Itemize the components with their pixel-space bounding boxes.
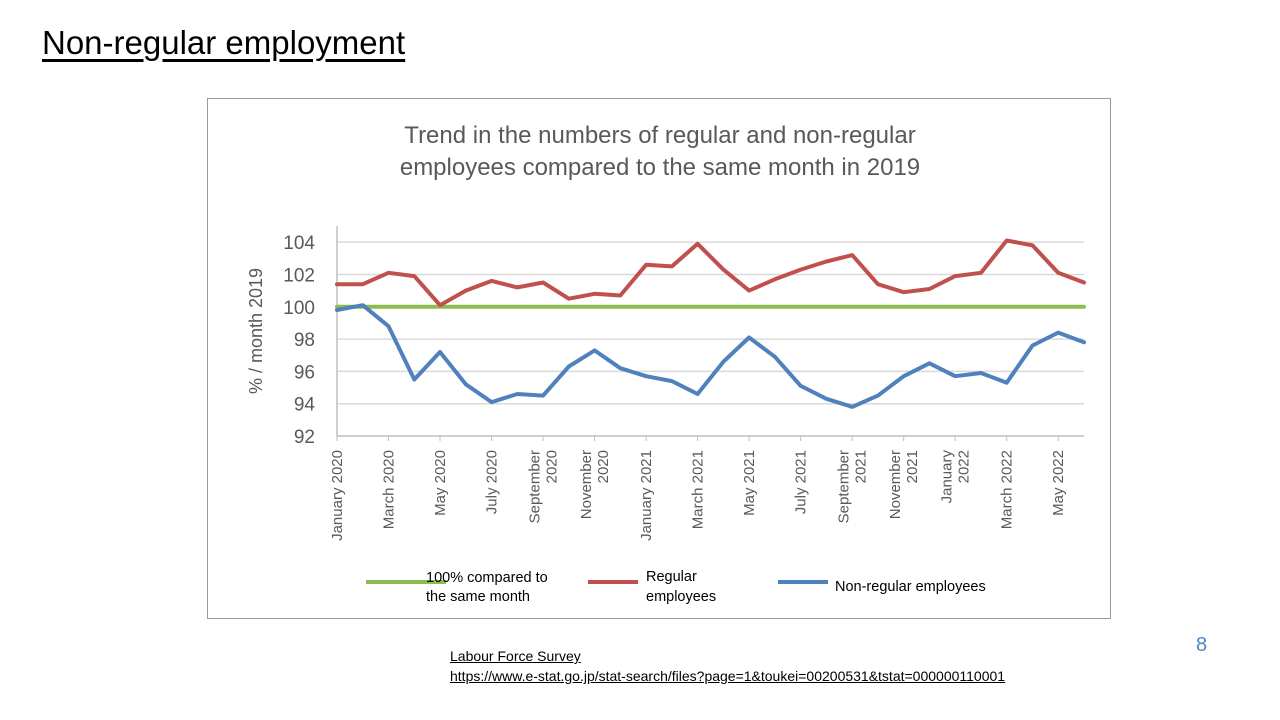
chart-title-line: employees compared to the same month in … xyxy=(400,154,920,181)
x-tick-label: May 2020 xyxy=(432,450,449,516)
legend-label: the same month xyxy=(426,589,530,605)
y-tick-label: 100 xyxy=(283,298,315,319)
y-tick-label: 104 xyxy=(283,233,315,254)
x-tick-label: 2021 xyxy=(904,450,921,483)
source-label-link[interactable]: Labour Force Survey xyxy=(450,648,581,664)
y-tick-label: 102 xyxy=(283,265,315,286)
x-tick-label: January xyxy=(939,450,956,504)
y-tick-label: 92 xyxy=(294,427,315,448)
x-tick-label: May 2022 xyxy=(1050,450,1067,516)
x-tick-label: 2020 xyxy=(544,450,561,483)
y-tick-label: 98 xyxy=(294,330,315,351)
y-tick-label: 94 xyxy=(294,395,316,416)
page-number: 8 xyxy=(1196,634,1208,656)
x-tick-label: November xyxy=(887,450,904,519)
y-tick-label: 96 xyxy=(294,362,315,383)
series-line-non_regular xyxy=(335,303,1086,409)
source-citation: Labour Force Survey https://www.e-stat.g… xyxy=(450,646,1005,686)
line-chart: Trend in the numbers of regular and non-… xyxy=(246,122,1086,605)
series-line-regular xyxy=(335,238,1086,308)
legend-label: Regular xyxy=(646,569,697,585)
source-url-link[interactable]: https://www.e-stat.go.jp/stat-search/fil… xyxy=(450,668,1006,684)
x-tick-label: July 2021 xyxy=(793,450,810,514)
x-tick-label: July 2020 xyxy=(484,450,501,514)
x-tick-label: March 2021 xyxy=(690,450,707,529)
x-tick-label: November xyxy=(578,450,595,519)
x-tick-label: 2020 xyxy=(595,450,612,483)
slide-title: Non-regular employment xyxy=(42,24,406,61)
x-tick-label: September xyxy=(527,450,544,523)
y-axis-label: % / month 2019 xyxy=(246,268,266,394)
chart-title-line: Trend in the numbers of regular and non-… xyxy=(404,122,915,149)
legend-label: 100% compared to xyxy=(426,570,548,586)
x-tick-label: March 2022 xyxy=(999,450,1016,529)
legend-label: Non-regular employees xyxy=(835,579,986,595)
chart-frame: Trend in the numbers of regular and non-… xyxy=(207,98,1111,619)
x-tick-label: 2022 xyxy=(956,450,973,483)
x-tick-label: May 2021 xyxy=(741,450,758,516)
x-tick-label: January 2020 xyxy=(329,450,346,541)
x-tick-label: January 2021 xyxy=(638,450,655,541)
x-tick-label: March 2020 xyxy=(381,450,398,529)
legend-label: employees xyxy=(646,589,716,605)
x-tick-label: September xyxy=(836,450,853,523)
x-tick-label: 2021 xyxy=(853,450,870,483)
